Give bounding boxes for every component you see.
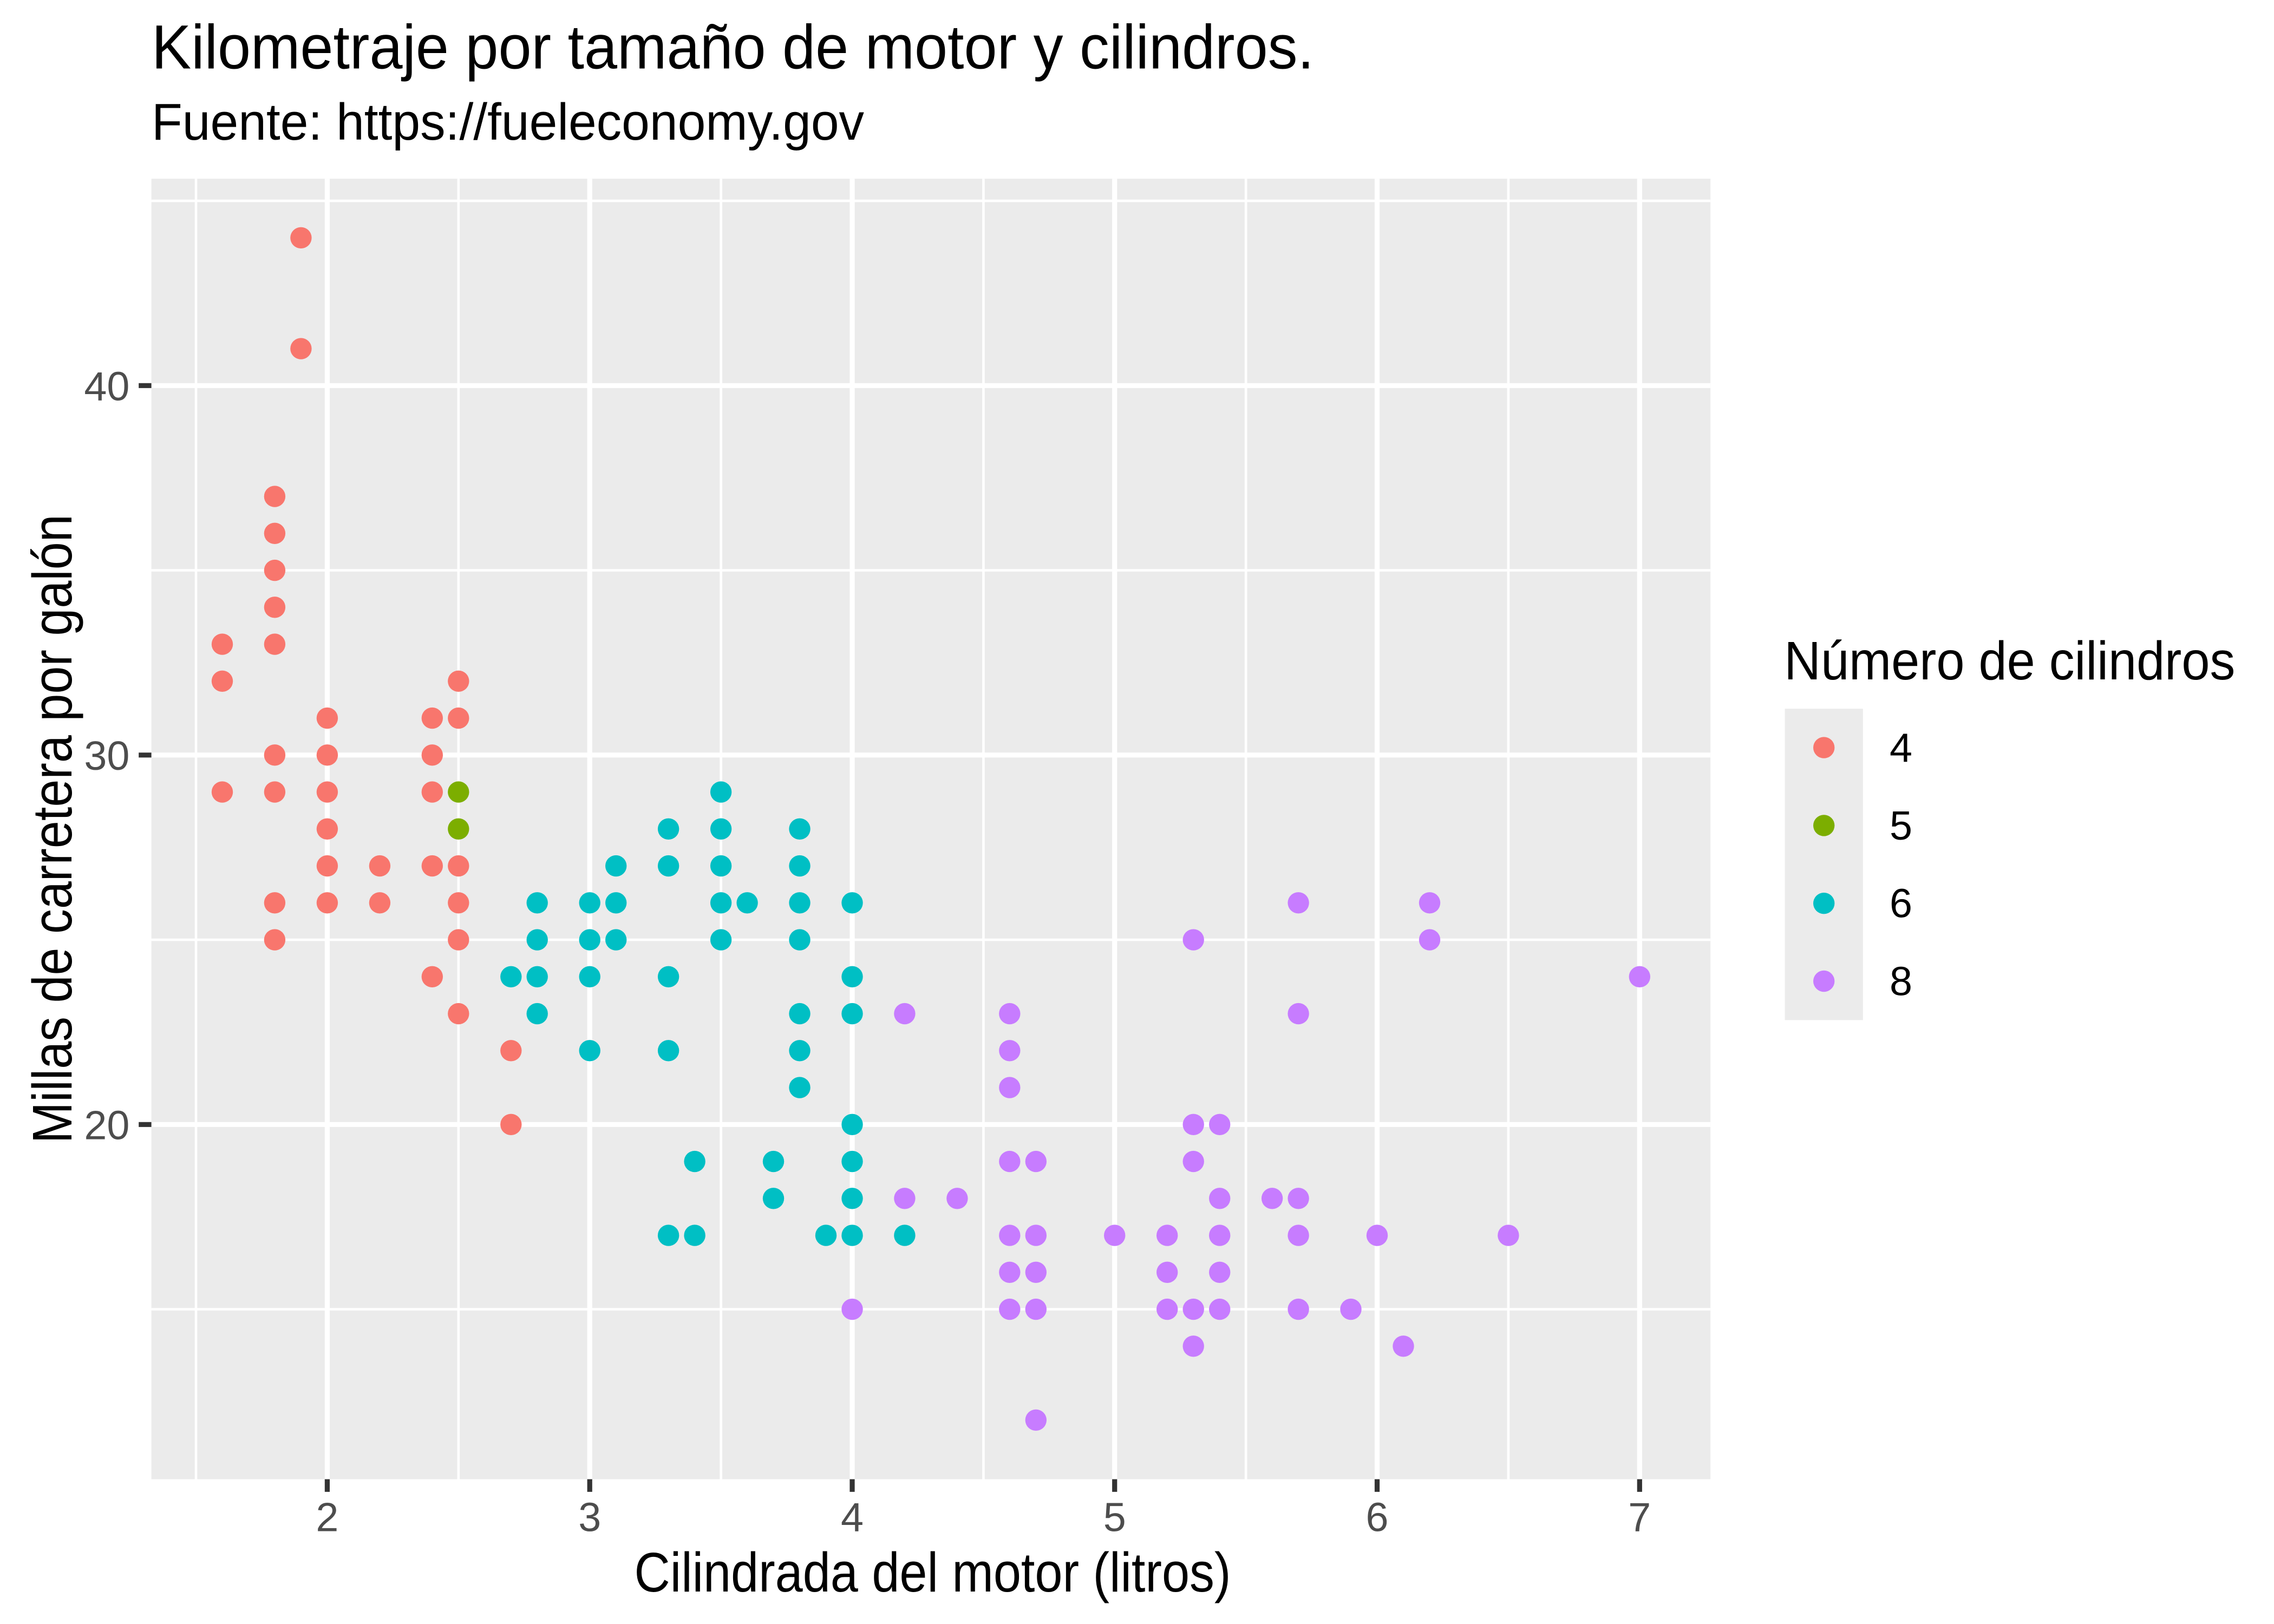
svg-text:20: 20 [84,1103,129,1148]
svg-text:30: 30 [84,733,129,778]
svg-text:5: 5 [1103,1495,1126,1540]
svg-text:Cilindrada del motor (litros): Cilindrada del motor (litros) [635,1541,1231,1603]
svg-text:Millas de carretera por galón: Millas de carretera por galón [21,514,83,1143]
svg-text:Número de cilindros: Número de cilindros [1784,631,2235,691]
svg-text:7: 7 [1628,1495,1651,1540]
svg-text:Kilometraje por tamaño de moto: Kilometraje por tamaño de motor y cilind… [152,12,1314,82]
svg-text:4: 4 [841,1495,864,1540]
svg-text:6: 6 [1890,881,1912,926]
svg-text:Fuente: https://fueleconomy.go: Fuente: https://fueleconomy.gov [152,93,864,151]
svg-text:5: 5 [1890,803,1912,848]
svg-text:3: 3 [578,1495,601,1540]
svg-text:40: 40 [84,364,129,409]
svg-text:8: 8 [1890,959,1912,1004]
svg-text:2: 2 [316,1495,338,1540]
svg-text:6: 6 [1366,1495,1389,1540]
svg-text:4: 4 [1890,725,1912,770]
